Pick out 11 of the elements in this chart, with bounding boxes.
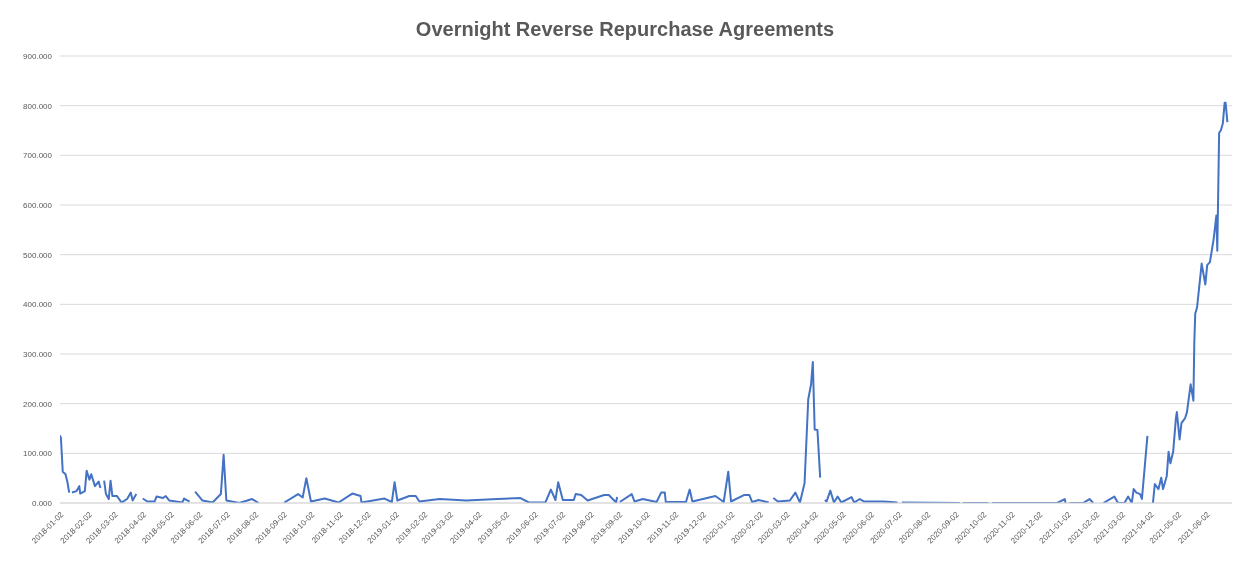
y-tick-label: 800.000 [23,101,53,111]
y-tick-label: 400.000 [23,300,53,310]
chart-title: Overnight Reverse Repurchase Agreements [414,17,836,42]
y-tick-label: 200.000 [23,399,53,409]
y-tick-label: 700.000 [23,151,53,161]
y-tick-label: 300.000 [23,349,53,359]
y-tick-label: 600.000 [23,200,53,210]
y-tick-label: 100.000 [23,449,53,459]
y-tick-label: 500.000 [23,250,53,260]
y-tick-label: 900.000 [23,51,53,61]
y-tick-label: 0.000 [31,498,53,508]
